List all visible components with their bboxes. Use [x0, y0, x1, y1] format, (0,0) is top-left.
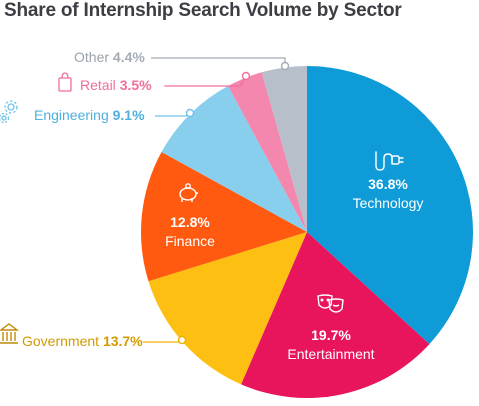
data-label-technology-value: 36.8%	[368, 176, 408, 192]
data-label-engineering-value: 9.1%	[113, 107, 145, 123]
piggy-bank-icon	[179, 183, 198, 202]
data-label-engineering: Engineering 9.1%	[34, 107, 145, 123]
data-label-entertainment-name: Entertainment	[287, 346, 374, 362]
plug-icon	[375, 151, 404, 171]
data-label-other-value: 4.4%	[113, 49, 145, 65]
pie-slice-retail	[227, 72, 307, 232]
data-label-finance-name: Finance	[165, 233, 215, 249]
data-label-technology-name: Technology	[353, 195, 424, 211]
data-label-government: Government 13.7%	[22, 333, 143, 349]
leader-line-engineering	[154, 112, 191, 117]
data-label-entertainment-value: 19.7%	[311, 327, 351, 343]
gears-icon	[0, 100, 18, 124]
data-label-retail: Retail 3.5%	[80, 77, 152, 93]
chart-title: Share of Internship Search Volume by Sec…	[4, 0, 402, 21]
government-building-icon	[0, 323, 20, 344]
leader-dot-government	[177, 335, 187, 345]
data-label-finance-value: 12.8%	[170, 214, 210, 230]
data-label-retail-value: 3.5%	[120, 77, 152, 93]
leader-dot-retail	[241, 71, 251, 81]
data-label-engineering-name: Engineering	[34, 107, 113, 123]
shopping-bag-icon	[58, 72, 72, 92]
pie-slice-entertainment	[241, 232, 430, 398]
pie-slice-engineering	[161, 86, 307, 232]
leader-dot-engineering	[185, 108, 195, 118]
data-label-other: Other 4.4%	[74, 49, 145, 65]
theater-masks-icon	[317, 294, 344, 313]
pie-slice-government	[148, 232, 307, 385]
data-label-government-value: 13.7%	[103, 333, 143, 349]
data-label-other-name: Other	[74, 49, 113, 65]
pie-slice-other	[261, 66, 307, 232]
pie-slice-finance	[140, 152, 307, 282]
pie-slice-technology	[307, 66, 473, 345]
leader-dot-other	[280, 61, 290, 71]
leader-line-other	[151, 57, 286, 66]
data-label-government-name: Government	[22, 333, 103, 349]
data-label-retail-name: Retail	[80, 77, 120, 93]
